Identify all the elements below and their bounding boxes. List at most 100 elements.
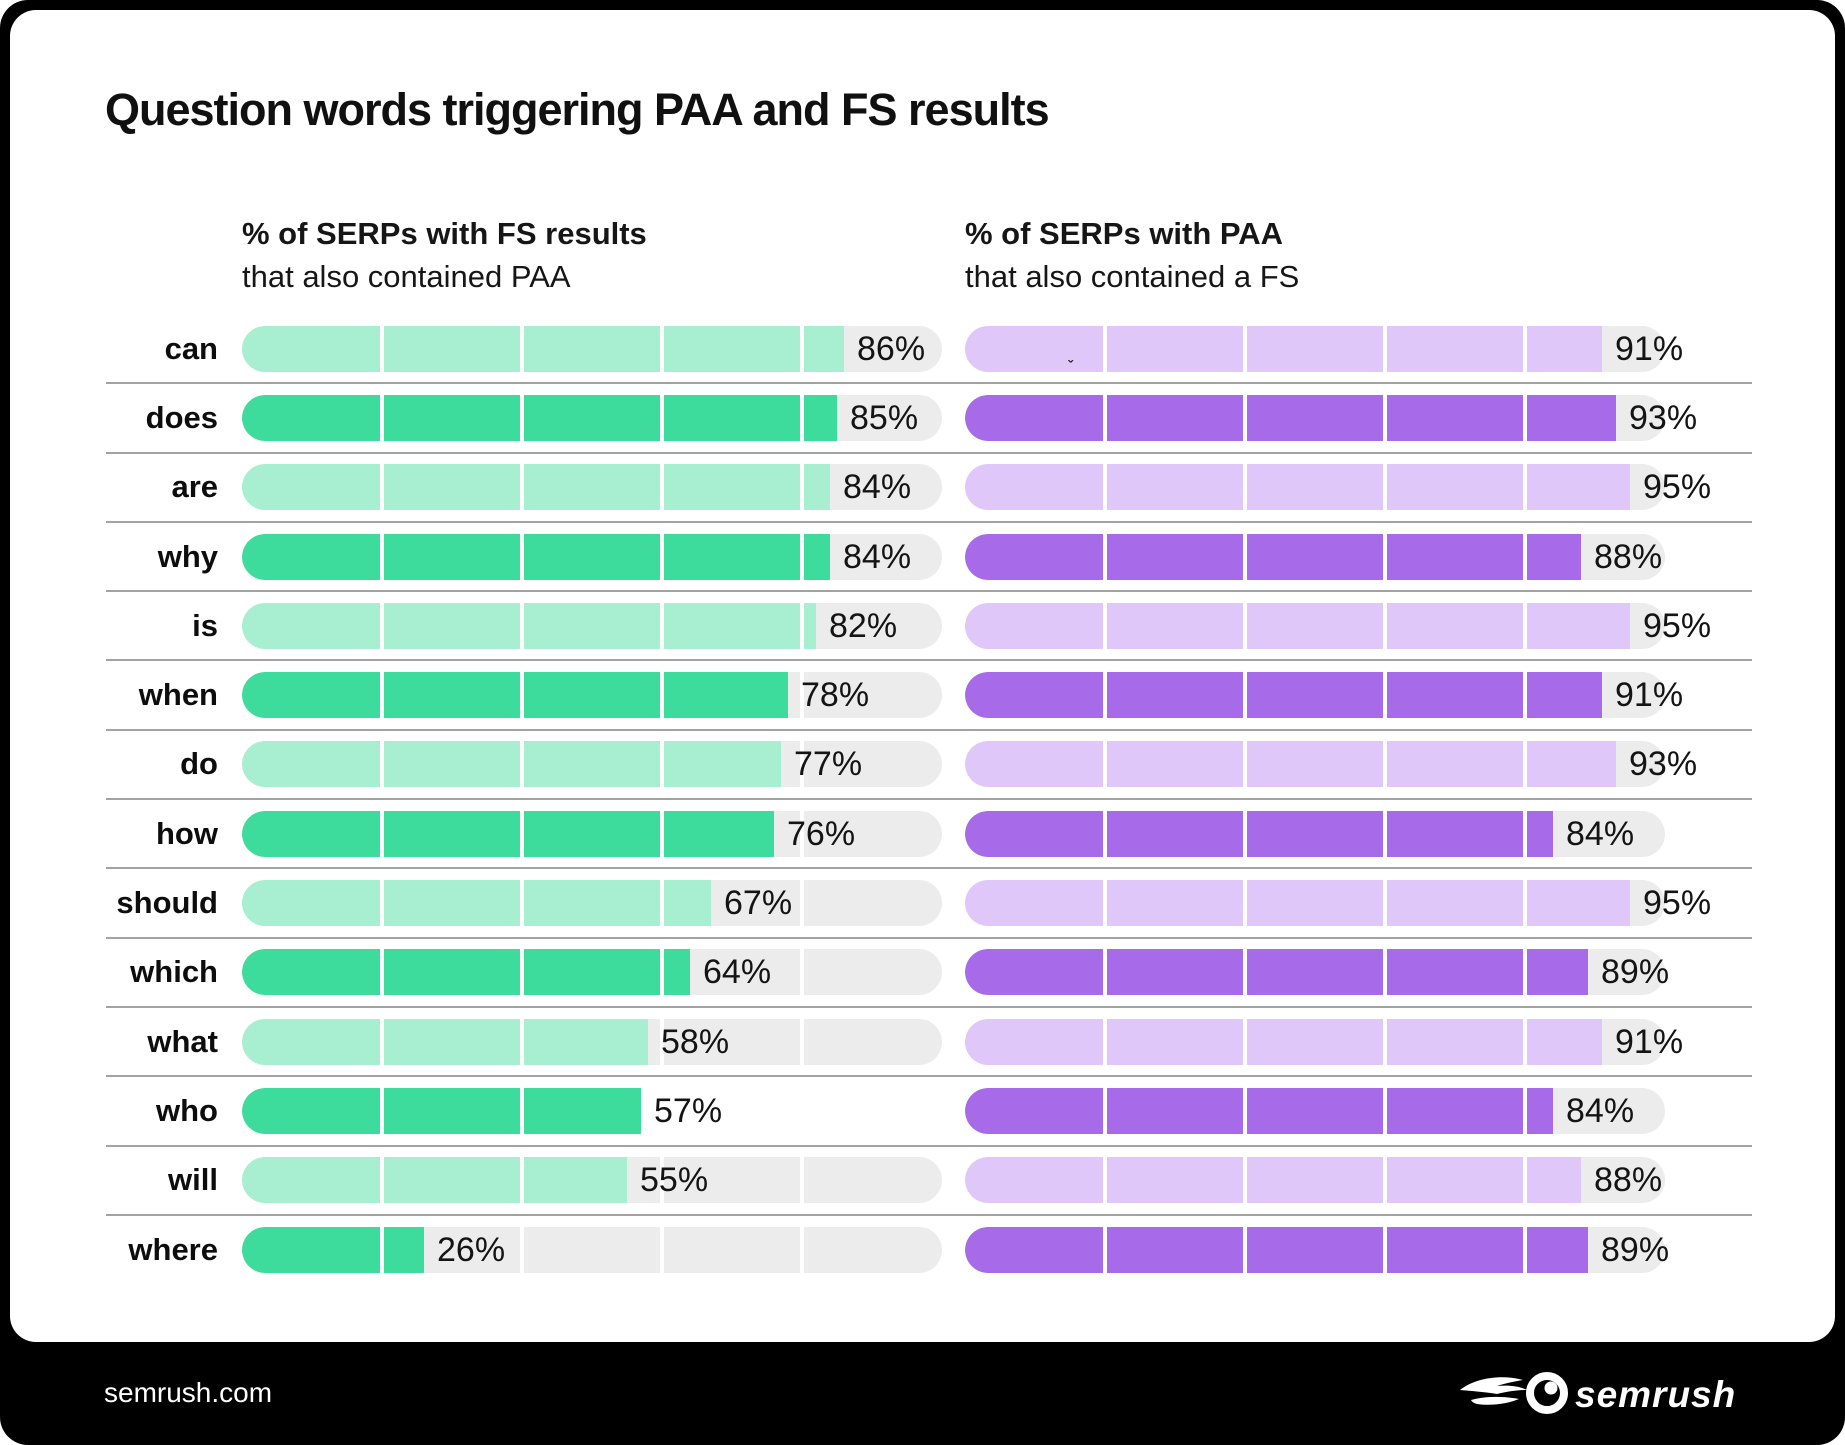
- paa-bar-value-label: 91%: [1615, 329, 1684, 368]
- fs-bar-fill: [242, 394, 837, 441]
- paa-bar-value-label: 88%: [1594, 537, 1663, 576]
- paa-bar-track: [965, 1226, 1665, 1273]
- gridline-40-icon: [1243, 464, 1247, 511]
- gridline-20-icon: [1103, 325, 1107, 372]
- row-label: will: [168, 1162, 218, 1198]
- fs-bar-fill: [242, 880, 711, 927]
- fs-bar-cell: 78%: [242, 672, 942, 719]
- paa-bar-track: [965, 949, 1665, 996]
- gridline-80-icon: [800, 1087, 804, 1134]
- gridline-40-icon: [1243, 1226, 1247, 1273]
- gridline-80-icon: [800, 1157, 804, 1204]
- fs-bar-fill: [242, 533, 830, 580]
- paa-bar-fill: [965, 325, 1602, 372]
- row-label: when: [138, 677, 218, 713]
- gridline-40-icon: [1243, 741, 1247, 788]
- left-column-subtitle: that also contained PAA: [242, 259, 571, 294]
- gridline-80-icon: [800, 464, 804, 511]
- fs-bar-cell: 84%: [242, 464, 942, 511]
- gridline-40-icon: [520, 672, 524, 719]
- paa-bar-track: [965, 810, 1665, 857]
- page-title: Question words triggering PAA and FS res…: [105, 84, 1050, 135]
- chart-row: who 57% 84%: [10, 1075, 1845, 1145]
- gridline-80-icon: [1523, 1226, 1527, 1273]
- fs-bar-track: [242, 672, 942, 719]
- row-label: should: [116, 885, 218, 921]
- gridline-20-icon: [380, 1018, 384, 1065]
- fs-bar-track: [242, 1087, 942, 1134]
- fs-bar-track: [242, 880, 942, 927]
- fs-bar-cell: 64%: [242, 949, 942, 996]
- gridline-80-icon: [800, 810, 804, 857]
- fs-bar-value-label: 84%: [843, 468, 912, 507]
- fs-bar-cell: 55%: [242, 1157, 942, 1204]
- paa-bar-cell: 91%: [965, 672, 1683, 719]
- fs-bar-track: [242, 1226, 942, 1273]
- gridline-20-icon: [380, 602, 384, 649]
- row-label: can: [164, 330, 218, 366]
- chart-row: will 55% 88%: [10, 1144, 1845, 1215]
- row-label: are: [171, 469, 218, 505]
- fs-bar-value-label: 26%: [437, 1230, 506, 1269]
- fs-bar-value-label: 58%: [661, 1022, 730, 1061]
- paa-bar-value-label: 93%: [1629, 398, 1698, 437]
- paa-bar-track: [965, 602, 1665, 649]
- fs-bar-fill: [242, 1157, 627, 1204]
- fs-bar-value-label: 55%: [640, 1161, 709, 1200]
- gridline-40-icon: [1243, 810, 1247, 857]
- gridline-20-icon: [380, 810, 384, 857]
- gridline-40-icon: [520, 810, 524, 857]
- chart-row: do 77% 93%: [10, 728, 1845, 799]
- gridline-60-icon: [1383, 1087, 1387, 1134]
- paa-bar-cell: 88%: [965, 1157, 1665, 1204]
- gridline-60-icon: [660, 949, 664, 996]
- paa-bar-value-label: 91%: [1615, 1022, 1684, 1061]
- gridline-60-icon: [660, 741, 664, 788]
- fs-bar-track: [242, 464, 942, 511]
- fs-bar-value-label: 85%: [850, 398, 919, 437]
- paa-bar-cell: 91%: [965, 325, 1683, 372]
- gridline-40-icon: [520, 1157, 524, 1204]
- gridline-80-icon: [1523, 1087, 1527, 1134]
- gridline-60-icon: [660, 533, 664, 580]
- paa-bar-value-label: 84%: [1566, 1091, 1635, 1130]
- gridline-20-icon: [1103, 464, 1107, 511]
- gridline-60-icon: [660, 602, 664, 649]
- gridline-60-icon: [1383, 880, 1387, 927]
- chart-row: where 26% 89%: [10, 1213, 1845, 1284]
- row-label: is: [192, 607, 218, 643]
- paa-bar-value-label: 93%: [1629, 745, 1698, 784]
- fs-bar-track: [242, 741, 942, 788]
- paa-bar-track: [965, 1157, 1665, 1204]
- gridline-20-icon: [380, 880, 384, 927]
- gridline-80-icon: [1523, 394, 1527, 441]
- gridline-20-icon: [1103, 1087, 1107, 1134]
- bar-rows: can 86% 91% does: [10, 314, 1845, 1284]
- gridline-20-icon: [1103, 810, 1107, 857]
- fs-bar-value-label: 76%: [787, 814, 856, 853]
- gridline-20-icon: [380, 533, 384, 580]
- gridline-40-icon: [1243, 672, 1247, 719]
- right-column-title: % of SERPs with PAA: [965, 216, 1284, 251]
- gridline-40-icon: [1243, 880, 1247, 927]
- gridline-80-icon: [1523, 533, 1527, 580]
- gridline-20-icon: [380, 1226, 384, 1273]
- fs-bar-cell: 85%: [242, 394, 942, 441]
- gridline-80-icon: [800, 602, 804, 649]
- paa-bar-fill: [965, 394, 1616, 441]
- paa-bar-cell: 84%: [965, 1087, 1665, 1134]
- paa-bar-value-label: 95%: [1643, 884, 1712, 923]
- gridline-40-icon: [520, 394, 524, 441]
- gridline-80-icon: [800, 672, 804, 719]
- fs-bar-fill: [242, 741, 781, 788]
- gridline-80-icon: [800, 533, 804, 580]
- gridline-80-icon: [800, 394, 804, 441]
- gridline-40-icon: [520, 949, 524, 996]
- gridline-40-icon: [520, 602, 524, 649]
- fs-bar-fill: [242, 672, 788, 719]
- fs-bar-fill: [242, 325, 844, 372]
- paa-bar-cell: 95%: [965, 464, 1711, 511]
- gridline-80-icon: [1523, 741, 1527, 788]
- paa-bar-cell: 89%: [965, 1226, 1669, 1273]
